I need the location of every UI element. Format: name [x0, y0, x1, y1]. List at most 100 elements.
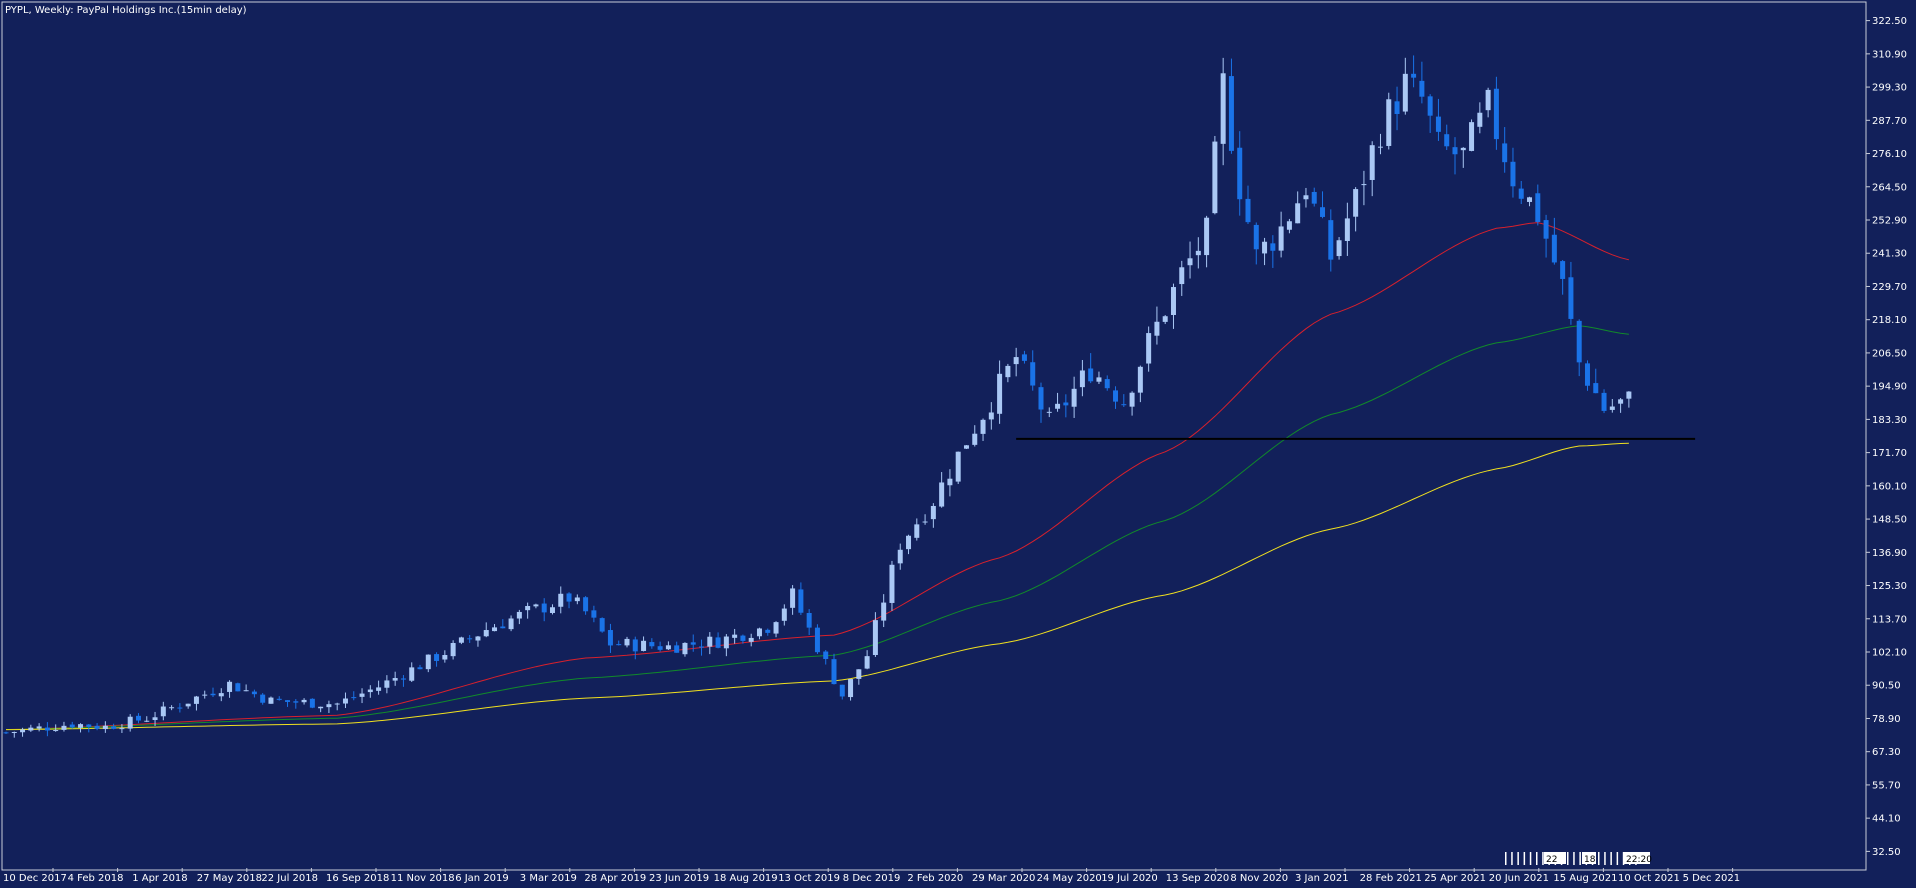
- candle: [1030, 350, 1036, 391]
- candle-body-bull: [1220, 73, 1226, 144]
- candle: [1493, 76, 1499, 150]
- candle: [417, 664, 423, 670]
- candle: [599, 617, 605, 633]
- candle: [210, 687, 216, 698]
- candle: [806, 609, 812, 635]
- time-marker-label: 22: [1546, 855, 1557, 865]
- candle: [1543, 214, 1549, 258]
- candle: [848, 678, 854, 701]
- candle: [102, 721, 108, 733]
- candle: [1088, 353, 1094, 384]
- candle-body-bull: [1137, 366, 1143, 393]
- candle-body-bear: [417, 667, 423, 670]
- candle-body-bear: [1502, 143, 1508, 163]
- candle-body-bull: [202, 694, 208, 696]
- candle: [1560, 260, 1566, 295]
- time-marker-tick: [1622, 852, 1625, 865]
- candle: [20, 727, 26, 737]
- candle: [856, 669, 862, 685]
- candle: [235, 682, 241, 692]
- candle: [674, 641, 680, 653]
- candle: [566, 592, 572, 609]
- candle: [906, 534, 912, 555]
- candle-body-bull: [1485, 89, 1491, 111]
- candle: [1055, 392, 1061, 412]
- candle: [11, 731, 17, 738]
- candle-body-bull: [53, 730, 59, 732]
- x-tick-label: 28 Apr 2019: [584, 873, 646, 884]
- candle-body-bull: [549, 607, 555, 613]
- candle-body-bear: [1394, 101, 1400, 114]
- candle-body-bear: [831, 659, 837, 685]
- candle-body-bull: [160, 706, 166, 717]
- candle-body-bull: [1336, 240, 1342, 257]
- candle-body-bull: [963, 445, 969, 449]
- candle: [823, 649, 829, 665]
- candle: [1469, 119, 1475, 152]
- candle: [127, 714, 133, 732]
- candle: [3, 731, 9, 734]
- x-tick-label: 19 Jul 2020: [1101, 873, 1158, 884]
- candle: [61, 721, 67, 732]
- candle: [1609, 399, 1615, 413]
- y-tick-label: 160.10: [1872, 481, 1907, 492]
- candle: [1510, 147, 1516, 198]
- candle-body-bull: [955, 451, 961, 482]
- y-tick-label: 125.30: [1872, 581, 1907, 592]
- candle-body-bear: [1551, 234, 1557, 263]
- ma-green-line: [5, 325, 1629, 731]
- x-tick-label: 22 Jul 2018: [261, 873, 318, 884]
- candle: [690, 634, 696, 652]
- time-marker-label: 22:20: [1626, 855, 1652, 865]
- candle: [342, 692, 348, 708]
- candle: [1394, 86, 1400, 131]
- candle-body-bull: [1386, 99, 1392, 146]
- x-tick-label: 4 Feb 2018: [68, 873, 124, 884]
- candle: [997, 360, 1003, 424]
- candle-body-bull: [1469, 122, 1475, 151]
- candle: [1038, 382, 1044, 423]
- y-tick-label: 32.50: [1872, 847, 1901, 858]
- x-tick-label: 10 Oct 2021: [1618, 873, 1680, 884]
- candle: [1129, 391, 1135, 416]
- candle-body-bear: [1601, 392, 1607, 411]
- candle-body-bull: [1096, 377, 1102, 382]
- candle-body-bull: [1154, 321, 1160, 336]
- candle-body-bull: [665, 645, 671, 650]
- candle: [773, 621, 779, 638]
- candle-body-bear: [210, 693, 216, 696]
- candle: [86, 724, 92, 733]
- candle: [1212, 135, 1218, 215]
- candle-body-bull: [558, 593, 564, 607]
- candle: [814, 624, 820, 654]
- candle-body-bull: [864, 656, 870, 669]
- candle-body-bull: [947, 478, 953, 486]
- candle-body-bull: [1170, 287, 1176, 315]
- candle: [409, 662, 415, 682]
- candle: [682, 642, 688, 657]
- candle: [1518, 181, 1524, 205]
- candle: [1618, 398, 1624, 413]
- time-marker-tick: [1579, 852, 1581, 865]
- candle-body-bull: [756, 628, 762, 637]
- candle-body-bear: [1593, 383, 1599, 394]
- candle-body-bull: [301, 699, 307, 703]
- time-marker-box: [1582, 852, 1596, 864]
- candle-body-bear: [1444, 134, 1450, 147]
- y-tick-label: 78.90: [1872, 714, 1901, 725]
- x-tick-label: 8 Nov 2020: [1230, 873, 1288, 884]
- candle-body-bear: [1568, 277, 1574, 319]
- candle: [434, 652, 440, 667]
- candle-body-bull: [409, 667, 415, 681]
- candle: [351, 691, 357, 701]
- candle-body-bull: [227, 681, 233, 692]
- y-tick-label: 252.90: [1872, 216, 1907, 227]
- candle: [930, 503, 936, 528]
- candle-body-bear: [293, 701, 299, 703]
- candle-body-bull: [492, 627, 498, 632]
- candle-body-bull: [1055, 403, 1061, 409]
- y-tick-label: 287.70: [1872, 116, 1907, 127]
- candle-body-bear: [1237, 147, 1243, 200]
- candle: [376, 680, 382, 695]
